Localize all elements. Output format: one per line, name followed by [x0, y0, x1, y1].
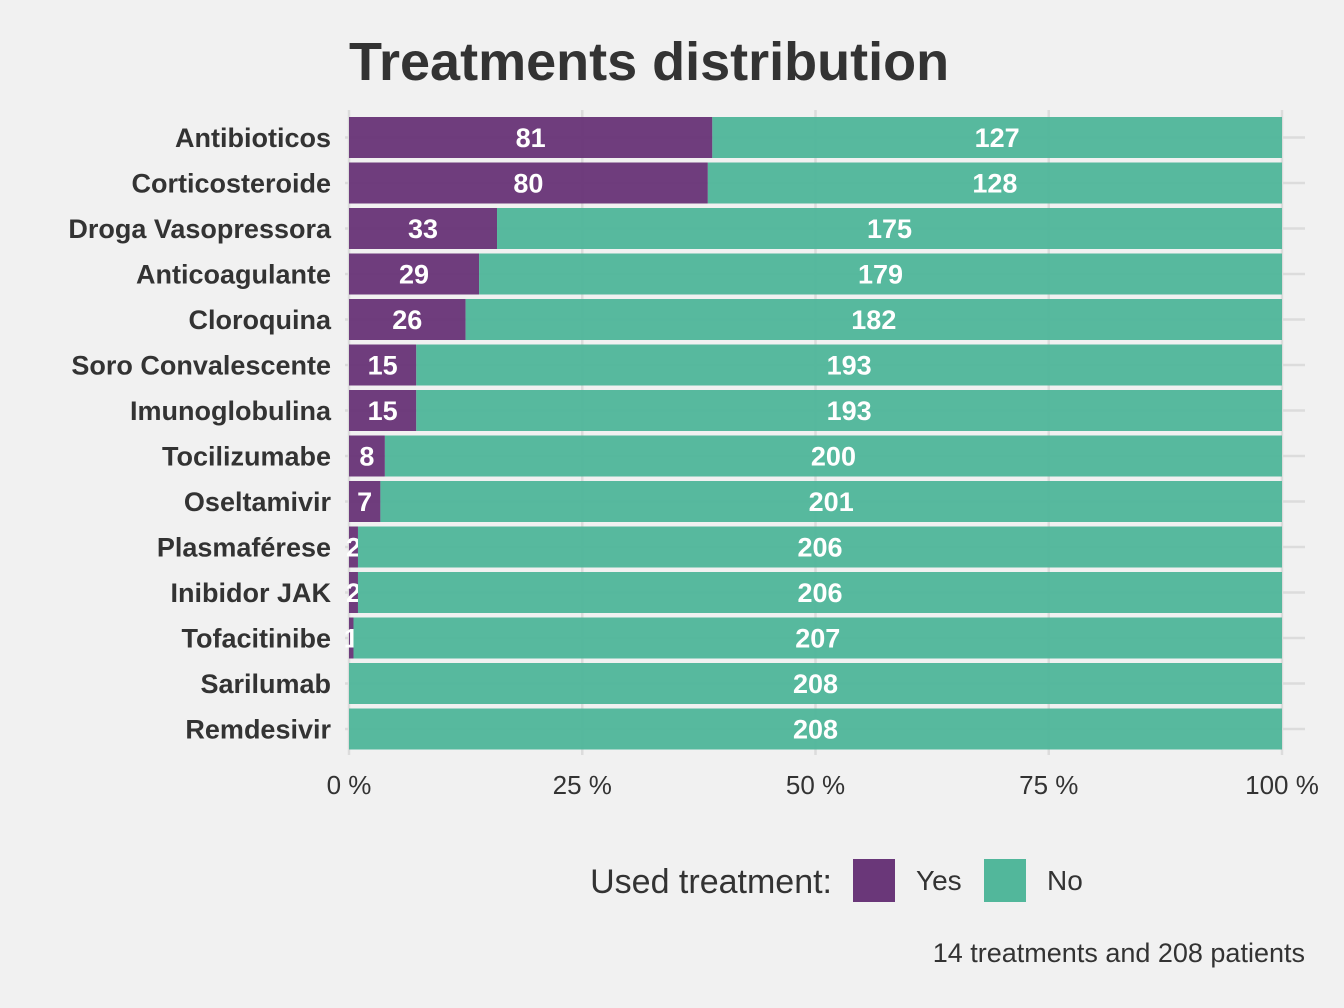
bar-no [349, 708, 1282, 750]
category-label: Imunoglobulina [130, 396, 332, 426]
category-label: Sarilumab [200, 669, 331, 699]
x-tick-label: 0 % [327, 770, 372, 800]
bar-no [707, 162, 1282, 204]
bar-yes [349, 572, 358, 613]
category-label: Oseltamivir [184, 487, 332, 517]
bar-value-label: 2 [346, 533, 361, 563]
category-label: Soro Convalescente [71, 351, 331, 381]
bar-yes [349, 390, 417, 431]
bar-yes [349, 344, 417, 386]
bar-no [416, 344, 1282, 386]
bar-value-label: 26 [392, 305, 422, 335]
bar-value-label: 7 [357, 487, 372, 517]
bar-value-label: 80 [513, 169, 543, 199]
bar-value-label: 15 [368, 351, 398, 381]
legend-label-no: No [1047, 865, 1083, 896]
bar-yes [349, 117, 713, 158]
bar-value-label: 201 [809, 487, 854, 517]
bar-value-label: 128 [972, 169, 1017, 199]
bar-yes [349, 435, 385, 477]
bar-yes [349, 526, 358, 568]
legend: Used treatment: Yes No [590, 859, 1083, 902]
bar-no [479, 253, 1282, 295]
bar-value-label: 208 [793, 669, 838, 699]
bar-value-label: 179 [858, 260, 903, 290]
bar-yes [349, 481, 381, 522]
bar-no [465, 299, 1282, 340]
category-label: Droga Vasopressora [68, 214, 332, 244]
bar-value-label: 193 [827, 351, 872, 381]
bar-no [353, 617, 1282, 659]
bar-value-label: 29 [399, 260, 429, 290]
category-label: Remdesivir [185, 715, 331, 745]
x-tick-label: 25 % [553, 770, 612, 800]
category-label: Cloroquina [189, 305, 332, 335]
legend-title: Used treatment: [590, 863, 832, 901]
bar-value-label: 33 [408, 214, 438, 244]
bar-value-label: 200 [811, 442, 856, 472]
x-tick-label: 50 % [786, 770, 845, 800]
bar-value-label: 2 [346, 578, 361, 608]
bar-yes [349, 253, 480, 295]
bar-no [349, 663, 1282, 704]
bar-yes [349, 299, 466, 340]
bar-no [357, 526, 1282, 568]
x-tick-label: 100 % [1245, 770, 1319, 800]
bar-value-label: 193 [827, 396, 872, 426]
x-tick-label: 75 % [1019, 770, 1078, 800]
bar-no [357, 572, 1282, 613]
bar-yes [349, 208, 498, 249]
category-label: Corticosteroide [131, 169, 331, 199]
x-axis: 0 % 25 % 50 % 75 % 100 % [327, 770, 1319, 800]
bar-value-label: 81 [516, 123, 546, 153]
bar-no [416, 390, 1282, 431]
bar-value-label: 208 [793, 715, 838, 745]
bar-no [497, 208, 1282, 249]
category-label: Anticoagulante [136, 260, 331, 290]
caption: 14 treatments and 208 patients [933, 938, 1305, 968]
bar-value-label: 206 [797, 578, 842, 608]
category-labels: Antibioticos Corticosteroide Droga Vasopre… [68, 123, 332, 745]
category-label: Inibidor JAK [171, 578, 332, 608]
legend-swatch-no [984, 859, 1026, 902]
bar-no [380, 481, 1282, 522]
bar-value-label: 127 [975, 123, 1020, 153]
bar-value-label: 175 [867, 214, 912, 244]
category-label: Antibioticos [175, 123, 331, 153]
bar-value-label: 182 [851, 305, 896, 335]
bar-value-label: 8 [359, 442, 374, 472]
category-label: Tofacitinibe [181, 624, 331, 654]
bar-yes [349, 162, 708, 204]
bars: 81 127 80 128 33 175 29 179 26 182 15 193 15 193 8 200 7… [344, 117, 1282, 750]
legend-swatch-yes [853, 859, 895, 902]
bar-no [384, 435, 1282, 477]
bar-value-label: 207 [795, 624, 840, 654]
bar-no [712, 117, 1282, 158]
category-label: Tocilizumabe [162, 442, 331, 472]
chart-title: Treatments distribution [349, 32, 949, 92]
bar-yes [349, 617, 354, 659]
bar-value-label: 206 [797, 533, 842, 563]
category-label: Plasmaférese [157, 533, 331, 563]
legend-label-yes: Yes [916, 865, 962, 896]
bar-value-label: 15 [368, 396, 398, 426]
